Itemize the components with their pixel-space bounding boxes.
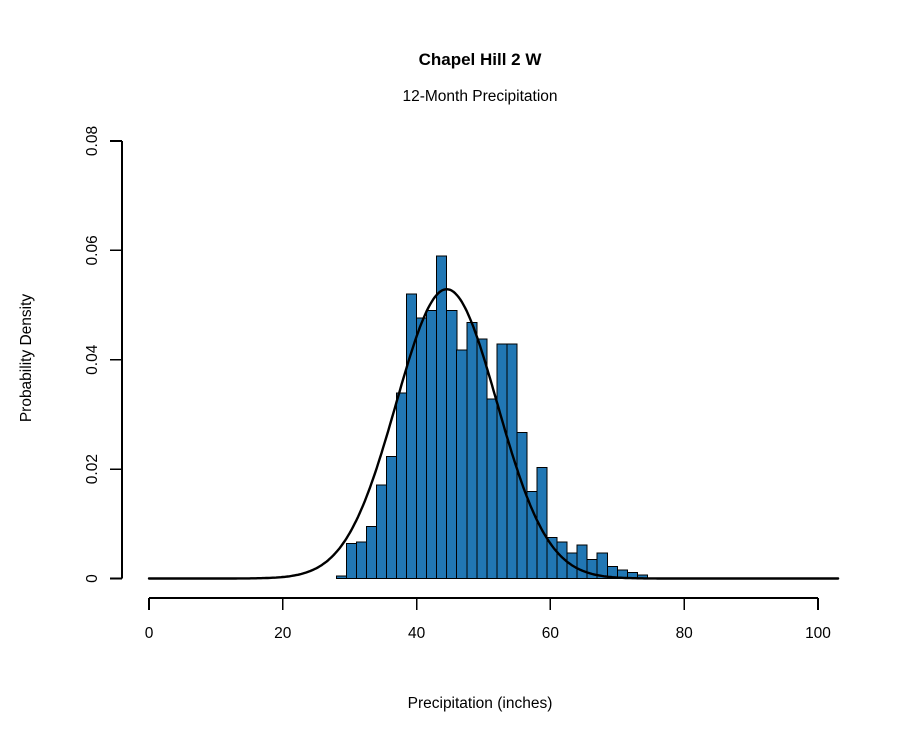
histogram-bar (406, 293, 418, 580)
histogram-bar (355, 541, 367, 579)
y-tick-label: 0.08 (84, 126, 101, 156)
histogram-bar (576, 544, 588, 580)
histogram-bar (486, 398, 498, 580)
normal-curve (147, 288, 840, 580)
histogram-bar (466, 322, 478, 579)
chart-title: Chapel Hill 2 W (418, 50, 542, 69)
x-tick-label: 40 (408, 625, 426, 642)
histogram-bar (516, 431, 528, 580)
histogram-bar (386, 456, 398, 579)
histogram-bar (345, 543, 357, 579)
histogram-bar (416, 317, 428, 579)
y-tick-label: 0.04 (84, 344, 101, 375)
histogram-bar (375, 484, 387, 580)
y-tick-label: 0.06 (84, 235, 101, 265)
x-tick-label: 60 (542, 625, 560, 642)
histogram-bar (526, 491, 538, 579)
histogram-bar (596, 552, 608, 579)
y-tick-label: 0.02 (84, 454, 101, 484)
histogram-bar (546, 536, 558, 579)
y-tick-label: 0 (84, 574, 101, 583)
histogram-bar (436, 255, 448, 579)
histogram-bar (496, 343, 508, 580)
x-axis-label: Precipitation (inches) (407, 695, 553, 712)
chart-subtitle: 12-Month Precipitation (402, 88, 558, 105)
x-tick-label: 20 (274, 625, 292, 642)
x-tick-label: 0 (145, 625, 154, 642)
histogram-bar (426, 310, 438, 579)
x-tick-label: 80 (676, 625, 694, 642)
y-axis-label-text: Probability Density (18, 293, 35, 423)
histogram-bar (335, 575, 347, 580)
histogram-bar (536, 466, 548, 580)
histogram-bar (446, 310, 458, 579)
histogram-bar (476, 338, 488, 579)
histogram-bar (365, 526, 377, 579)
x-tick-label: 100 (805, 625, 831, 642)
histogram-bar (396, 392, 408, 579)
histogram-bar (456, 349, 468, 579)
